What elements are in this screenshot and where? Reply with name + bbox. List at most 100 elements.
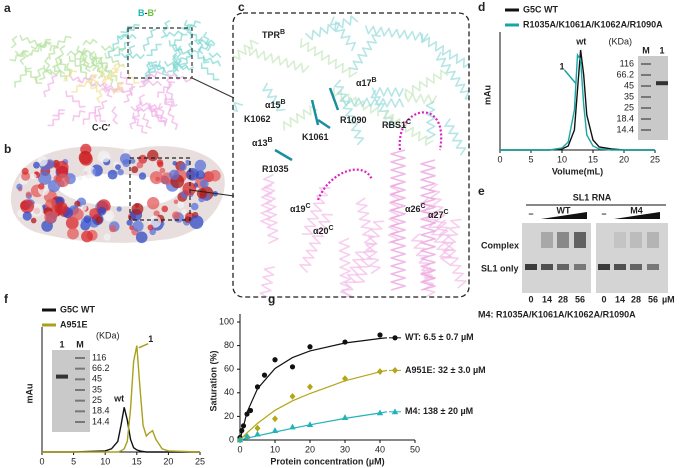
helix [348, 34, 382, 71]
fit-curve [239, 337, 388, 441]
gel-band [75, 378, 85, 381]
helix [72, 110, 86, 122]
surface-patch [21, 167, 29, 175]
helix [82, 38, 98, 46]
side-chain [328, 87, 340, 111]
gel-band [647, 232, 659, 248]
gel-band [598, 264, 610, 270]
surface-patch [30, 217, 37, 224]
helix [200, 62, 220, 81]
label-text: α19 [290, 204, 306, 214]
helix [181, 55, 193, 66]
helix [146, 43, 162, 57]
helix [107, 35, 124, 58]
data-point [244, 411, 250, 417]
gradient-wedge [541, 212, 587, 219]
gel-band [641, 118, 651, 120]
label-text: RBS1 [382, 120, 406, 130]
surface-patch [138, 154, 148, 164]
surface-patch [80, 204, 87, 211]
gel-lane-label: 1 [59, 339, 64, 349]
conc-label: 0 [528, 294, 533, 304]
surface-patch [196, 188, 208, 199]
surface-patch [138, 172, 147, 180]
helix [49, 35, 72, 52]
legend-marker [392, 366, 398, 374]
helix [262, 82, 286, 112]
structure-label: α17B [356, 77, 377, 89]
surface-patch [77, 175, 83, 181]
group-label: WT [557, 205, 571, 215]
label-sup: C [306, 203, 311, 210]
surface-patch [67, 227, 79, 240]
helix [88, 53, 104, 69]
helix [123, 86, 136, 104]
surface-patch [16, 183, 23, 190]
annotation: 1 [148, 334, 153, 344]
helix [82, 105, 102, 125]
helix [96, 87, 105, 104]
helix [143, 71, 163, 81]
gel-band [647, 264, 659, 270]
surface-patch [81, 230, 93, 243]
label-text: K1062 [244, 114, 271, 124]
gel-band [56, 374, 68, 379]
helix [71, 85, 83, 93]
helix [171, 45, 192, 57]
conc-label: 28 [558, 294, 568, 304]
structure-label: R1035 [262, 164, 289, 174]
annotation: wt [113, 394, 124, 404]
x-axis-title: Protein concentration (µM) [270, 456, 384, 466]
helix [94, 99, 108, 123]
helix [79, 49, 88, 64]
x-tick-label: 25 [195, 456, 205, 466]
helix [142, 28, 157, 52]
data-point [271, 427, 279, 433]
legend-label: G5C WT [60, 304, 96, 314]
surface-patch [30, 173, 37, 180]
surface-patch [136, 161, 144, 169]
label-text: K1061 [302, 132, 329, 142]
helix [142, 113, 152, 129]
x-tick-label: 15 [588, 154, 598, 164]
helix [436, 219, 467, 289]
gel-band [75, 357, 85, 359]
helix [65, 90, 86, 108]
surface-patch [179, 163, 187, 171]
zoom-box [129, 157, 191, 221]
label-sup: B [268, 137, 273, 144]
helix [390, 149, 406, 291]
surface-patch [157, 161, 164, 168]
legend-label: R1035A/K1061A/K1062A/R1090A [523, 19, 663, 29]
gel-band [557, 232, 569, 248]
helix [341, 97, 405, 108]
gel-marker-label: 35 [624, 91, 634, 101]
gel-band [541, 264, 553, 270]
annotation-arrow [563, 69, 577, 85]
surface-patch [135, 231, 148, 244]
x-tick-label: 50 [410, 444, 420, 454]
helix [43, 74, 58, 98]
annotation: wt [575, 36, 586, 46]
series-line [42, 345, 201, 453]
y-tick-label: 40 [224, 387, 234, 397]
lane-dash: – [601, 208, 606, 218]
structure-label: RBS1C [382, 119, 411, 131]
helix [248, 46, 310, 73]
surface-patch [181, 209, 187, 215]
gel-marker-label: 66.2 [92, 363, 110, 373]
helix [166, 86, 174, 101]
label-text: α26 [405, 204, 421, 214]
footnote: M4: R1035A/K1061A/K1062A/R1090A [478, 309, 636, 319]
helix [122, 23, 140, 36]
y-tick-label: 0 [229, 434, 234, 444]
data-point [261, 372, 268, 378]
surface-patch [209, 169, 221, 182]
structure-label: α15B [265, 99, 286, 111]
x-tick-label: 5 [71, 456, 76, 466]
legend-label: G5C WT [523, 4, 559, 14]
helix [371, 87, 405, 97]
gel-band [614, 264, 626, 270]
helix [167, 108, 179, 131]
